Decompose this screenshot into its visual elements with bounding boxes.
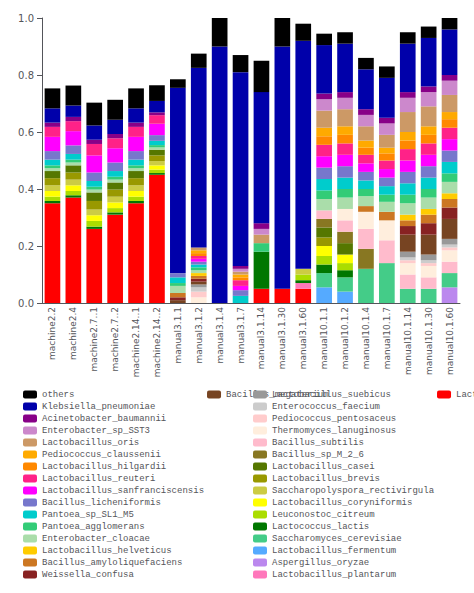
svg-text:0.2: 0.2 xyxy=(18,241,34,252)
svg-text:machine2.7..2: machine2.7..2 xyxy=(110,307,120,371)
svg-text:Bacillus_licheniformis: Bacillus_licheniformis xyxy=(42,498,161,508)
svg-text:manual3.1.4: manual3.1.4 xyxy=(215,307,225,364)
svg-text:1.0: 1.0 xyxy=(18,13,34,24)
svg-text:Pantoea_agglomerans: Pantoea_agglomerans xyxy=(42,522,145,532)
svg-text:manual10.1.30: manual10.1.30 xyxy=(424,307,434,375)
svg-text:machine2.14..1: machine2.14..1 xyxy=(131,307,141,377)
svg-text:Acinetobacter_baumannii: Acinetobacter_baumannii xyxy=(42,414,166,424)
svg-text:manual10.1.60: manual10.1.60 xyxy=(445,307,455,375)
svg-text:Bacillus_amyloliquefaciens: Bacillus_amyloliquefaciens xyxy=(42,558,182,568)
svg-text:manual3.1.2: manual3.1.2 xyxy=(194,307,204,364)
svg-text:Enterobacter_cloacae: Enterobacter_cloacae xyxy=(42,534,150,544)
svg-text:Aspergillus_oryzae: Aspergillus_oryzae xyxy=(272,558,369,568)
svg-text:manual3.1.60: manual3.1.60 xyxy=(298,307,308,370)
svg-text:machine2.7..1: machine2.7..1 xyxy=(89,307,99,371)
svg-text:others: others xyxy=(42,390,74,400)
svg-text:Enterobacter_sp_SST3: Enterobacter_sp_SST3 xyxy=(42,426,150,436)
svg-text:Lactobacillus_sanfranciscensis: Lactobacillus_sanfranciscensis xyxy=(42,486,204,496)
svg-text:Lactobacillus_curvatus: Lactobacillus_curvatus xyxy=(456,390,474,400)
svg-text:Lactobacillus_oris: Lactobacillus_oris xyxy=(42,438,139,448)
svg-text:machine2.14..2: machine2.14..2 xyxy=(152,307,162,377)
svg-text:0.4: 0.4 xyxy=(18,184,34,195)
svg-text:Lactobacillus_fermentum: Lactobacillus_fermentum xyxy=(272,546,396,556)
svg-text:manual10.1.7: manual10.1.7 xyxy=(382,307,392,369)
svg-text:Weissella_confusa: Weissella_confusa xyxy=(42,570,134,580)
svg-text:machine2.4: machine2.4 xyxy=(68,307,78,360)
svg-text:0.6: 0.6 xyxy=(18,127,34,138)
svg-text:Lactobacillus_reuteri: Lactobacillus_reuteri xyxy=(42,474,155,484)
svg-text:Bacillus_subtilis: Bacillus_subtilis xyxy=(272,438,364,448)
svg-text:Lactobacillus_coryniformis: Lactobacillus_coryniformis xyxy=(272,498,412,508)
svg-text:Lactobacillus_plantarum: Lactobacillus_plantarum xyxy=(272,570,396,580)
svg-text:Saccharopolyspora_rectivirgula: Saccharopolyspora_rectivirgula xyxy=(272,486,435,496)
svg-text:manual3.1.1: manual3.1.1 xyxy=(173,307,183,364)
svg-text:manual3.1.30: manual3.1.30 xyxy=(277,307,287,370)
svg-text:Klebsiella_pneumoniae: Klebsiella_pneumoniae xyxy=(42,402,155,412)
svg-text:Saccharomyces_cerevisiae: Saccharomyces_cerevisiae xyxy=(272,534,402,544)
svg-text:Lactobacillus_hilgardii: Lactobacillus_hilgardii xyxy=(42,462,166,472)
svg-text:Lactobacillus_helveticus: Lactobacillus_helveticus xyxy=(42,546,172,556)
svg-text:manual3.1.14: manual3.1.14 xyxy=(256,307,266,370)
svg-text:Lactobacillus_brevis: Lactobacillus_brevis xyxy=(272,474,380,484)
svg-text:Thermomyces_lanuginosus: Thermomyces_lanuginosus xyxy=(272,426,396,436)
svg-text:Bacillus_sp_M_2_6: Bacillus_sp_M_2_6 xyxy=(272,450,364,460)
svg-text:machine2.2: machine2.2 xyxy=(47,307,57,360)
svg-text:manual10.1.4: manual10.1.4 xyxy=(361,307,371,370)
svg-text:manual10.1.14: manual10.1.14 xyxy=(403,307,413,375)
svg-text:Pediococcus_pentosaceus: Pediococcus_pentosaceus xyxy=(272,414,396,424)
svg-text:manual10.1.2: manual10.1.2 xyxy=(340,307,350,369)
svg-text:0.0: 0.0 xyxy=(18,298,34,309)
svg-text:Enterococcus_faecium: Enterococcus_faecium xyxy=(272,402,380,412)
svg-text:Pediococcus_claussenii: Pediococcus_claussenii xyxy=(42,450,161,460)
svg-text:Pantoea_sp_SL1_M5: Pantoea_sp_SL1_M5 xyxy=(42,510,134,520)
svg-text:manual10.1.1: manual10.1.1 xyxy=(319,307,329,369)
svg-text:Lactococcus_lactis: Lactococcus_lactis xyxy=(272,522,369,532)
svg-text:0.8: 0.8 xyxy=(18,70,34,81)
svg-text:Lactobacillus_casei: Lactobacillus_casei xyxy=(272,462,375,472)
svg-text:Lactobacillus_suebicus: Lactobacillus_suebicus xyxy=(272,390,391,400)
svg-text:Leuconostoc_citreum: Leuconostoc_citreum xyxy=(272,510,375,520)
svg-text:manual3.1.7: manual3.1.7 xyxy=(236,307,246,364)
